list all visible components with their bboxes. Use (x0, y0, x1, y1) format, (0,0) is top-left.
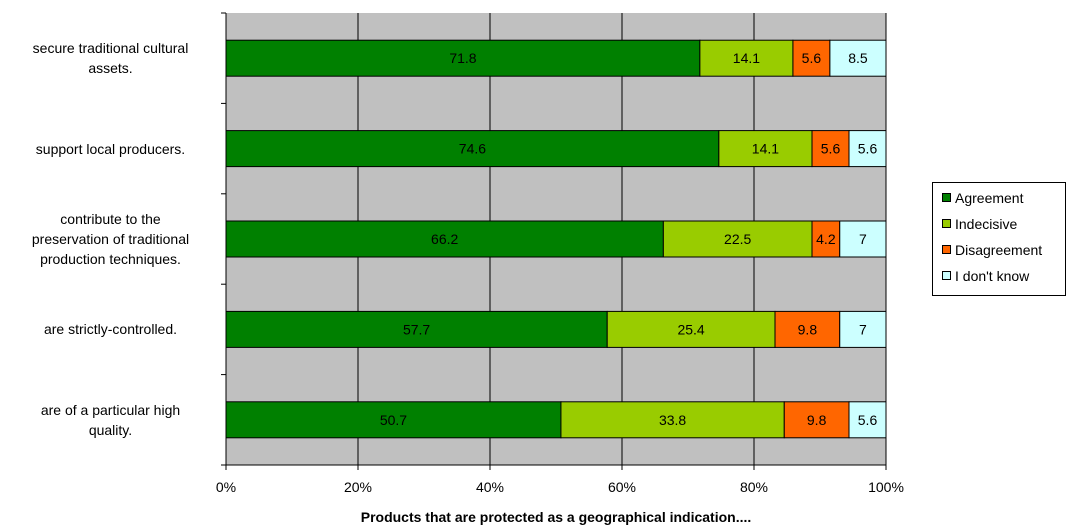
bar-segment (774, 310, 841, 348)
legend-swatch (942, 271, 951, 280)
category-label-line: support local producers. (35, 140, 186, 157)
legend-label: Agreement (955, 190, 1024, 206)
data-label: 14.1 (733, 50, 760, 66)
legend-label: Disagreement (955, 242, 1043, 258)
data-label: 5.6 (858, 412, 878, 428)
bar-segment (848, 130, 887, 168)
x-tick-label: 80% (740, 479, 768, 495)
legend-label: I don't know (955, 268, 1030, 284)
bar-segment (225, 401, 562, 439)
legend-swatch (942, 219, 951, 228)
category-label-line: preservation of traditional (31, 231, 190, 247)
data-label: 7 (859, 231, 867, 247)
bar-segment (699, 39, 794, 77)
x-axis-title: Products that are protected as a geograp… (360, 509, 752, 525)
bar-segment (225, 39, 701, 77)
x-tick-label: 0% (216, 479, 236, 495)
data-label: 33.8 (659, 412, 686, 428)
bar-segment (829, 39, 887, 77)
category-label: support local producers. (8, 139, 213, 159)
x-tick-label: 100% (868, 479, 904, 495)
data-label: 7 (859, 321, 867, 337)
data-label: 57.7 (403, 321, 430, 337)
data-label: 5.6 (858, 141, 878, 157)
category-label-line: are strictly-controlled. (43, 321, 178, 338)
data-label: 25.4 (677, 321, 704, 337)
category-label-line: are of a particular high (40, 401, 181, 418)
bar-segment (718, 130, 813, 168)
data-label: 8.5 (848, 50, 868, 66)
x-tick-label: 20% (344, 479, 372, 495)
category-label-line: contribute to the (60, 211, 161, 227)
data-label: 5.6 (802, 50, 822, 66)
legend-swatch (942, 193, 951, 202)
category-label: secure traditional cultural assets. (8, 38, 213, 78)
data-label: 9.8 (807, 412, 827, 428)
data-label: 14.1 (752, 141, 779, 157)
bar-segment (606, 310, 776, 348)
bar-segment (560, 401, 785, 439)
category-label-line: secure traditional cultural (32, 40, 189, 57)
data-label: 5.6 (821, 141, 841, 157)
x-tick-label: 60% (608, 479, 636, 495)
data-label: 66.2 (431, 231, 458, 247)
category-label-line: assets. (88, 60, 133, 77)
category-label-line: quality. (88, 421, 133, 438)
category-label: are of a particular high quality. (8, 400, 213, 440)
data-label: 4.2 (816, 231, 836, 247)
x-tick-label: 40% (476, 479, 504, 495)
bar-segment (848, 401, 887, 439)
category-label: are strictly-controlled. (8, 319, 213, 339)
legend-label: Indecisive (955, 216, 1018, 232)
bar-segment (225, 130, 720, 168)
category-label-line: production techniques. (40, 251, 181, 267)
bar-segment (839, 220, 887, 258)
bar-segment (225, 310, 608, 348)
data-label: 50.7 (380, 412, 407, 428)
bar-segment (662, 220, 813, 258)
data-label: 22.5 (724, 231, 751, 247)
legend: Agreement Indecisive Disagreement I don't k… (932, 182, 1066, 296)
category-label: contribute to the preservation of traditi… (8, 209, 213, 269)
data-label: 71.8 (449, 50, 476, 66)
bar-segment (811, 130, 850, 168)
legend-swatch (942, 245, 951, 254)
data-label: 74.6 (459, 141, 486, 157)
data-label: 9.8 (798, 321, 818, 337)
bar-segment (839, 310, 887, 348)
